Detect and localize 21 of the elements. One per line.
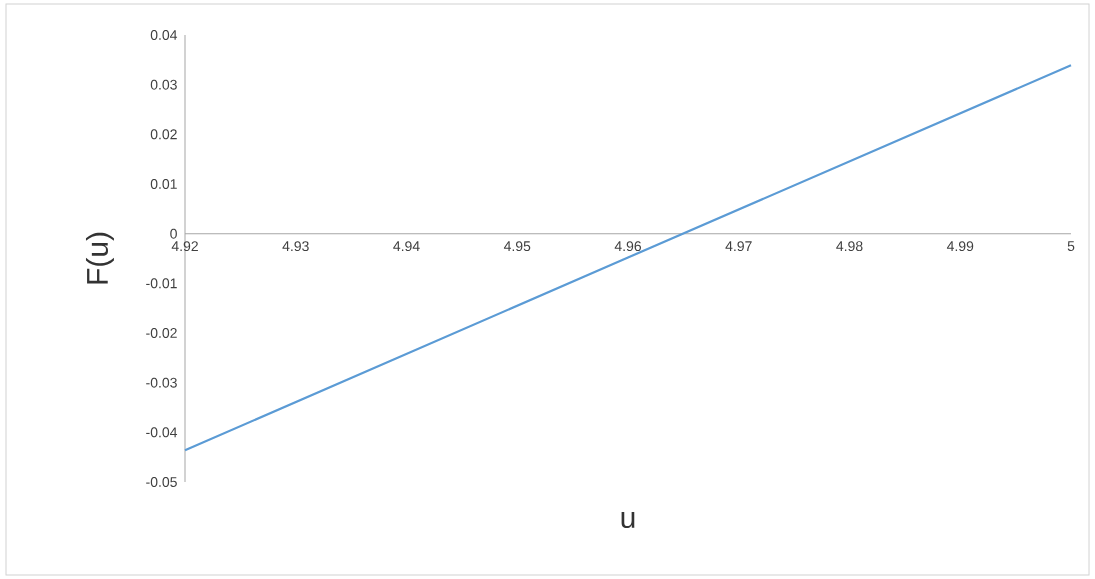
y-tick-label: -0.02 — [146, 328, 177, 338]
x-tick-label: 4.97 — [725, 241, 752, 252]
x-tick-label: 5 — [1067, 241, 1075, 251]
y-tick-label: -0.05 — [146, 477, 177, 487]
y-axis-title: F(u) — [85, 232, 114, 284]
y-tick-label: 0 — [170, 228, 177, 239]
y-tick-label: 0.01 — [150, 179, 177, 189]
y-tick-label: -0.03 — [146, 377, 177, 388]
x-tick-label: 4.93 — [282, 241, 309, 252]
y-tick-label: -0.04 — [146, 427, 178, 438]
x-tick-label: 4.94 — [393, 241, 420, 252]
y-tick-label: -0.01 — [146, 278, 177, 289]
x-tick-label: 4.95 — [503, 241, 531, 252]
x-axis-title: u — [621, 511, 635, 529]
x-tick-label: 4.98 — [836, 241, 863, 252]
y-tick-label: 0.02 — [150, 129, 177, 140]
x-tick-label: 4.99 — [946, 241, 974, 252]
y-tick-label: 0.03 — [150, 79, 177, 90]
y-tick-label: 0.04 — [150, 30, 178, 40]
x-tick-label: 4.92 — [171, 241, 198, 252]
x-tick-label: 4.96 — [614, 241, 642, 252]
